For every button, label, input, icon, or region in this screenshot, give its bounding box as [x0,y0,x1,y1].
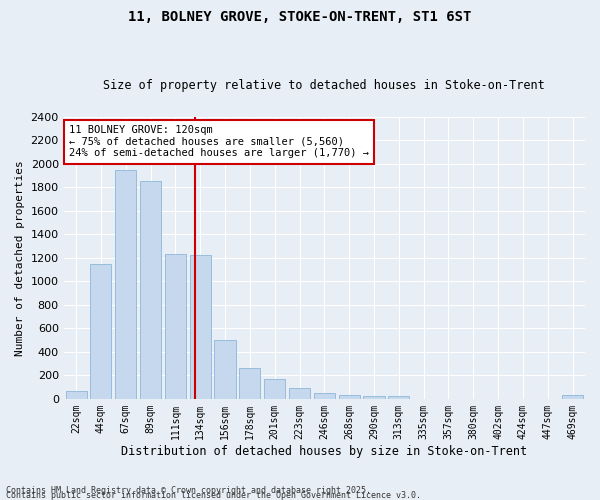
Bar [190,256,211,399]
Bar [91,264,112,399]
Bar [314,393,335,399]
Bar [65,390,86,399]
Text: Contains public sector information licensed under the Open Government Licence v3: Contains public sector information licen… [6,491,421,500]
Bar [562,396,583,399]
Text: 11, BOLNEY GROVE, STOKE-ON-TRENT, ST1 6ST: 11, BOLNEY GROVE, STOKE-ON-TRENT, ST1 6S… [128,10,472,24]
Bar [239,368,260,399]
Bar [364,396,385,399]
Text: 11 BOLNEY GROVE: 120sqm
← 75% of detached houses are smaller (5,560)
24% of semi: 11 BOLNEY GROVE: 120sqm ← 75% of detache… [69,125,369,158]
X-axis label: Distribution of detached houses by size in Stoke-on-Trent: Distribution of detached houses by size … [121,444,527,458]
Title: Size of property relative to detached houses in Stoke-on-Trent: Size of property relative to detached ho… [103,79,545,92]
Bar [289,388,310,399]
Bar [214,340,236,399]
Bar [140,182,161,399]
Bar [264,379,285,399]
Bar [338,396,360,399]
Y-axis label: Number of detached properties: Number of detached properties [15,160,25,356]
Text: Contains HM Land Registry data © Crown copyright and database right 2025.: Contains HM Land Registry data © Crown c… [6,486,371,495]
Bar [165,254,186,399]
Bar [388,396,409,399]
Bar [115,170,136,399]
